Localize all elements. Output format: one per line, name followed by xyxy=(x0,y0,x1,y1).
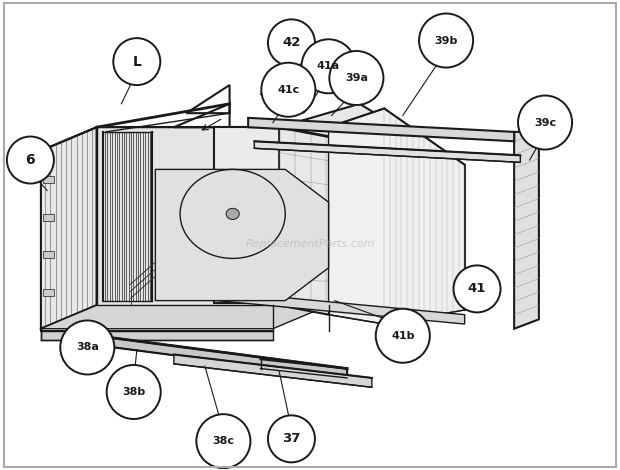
Text: 41a: 41a xyxy=(317,61,340,71)
Polygon shape xyxy=(217,291,464,324)
Polygon shape xyxy=(156,169,329,301)
Text: 39a: 39a xyxy=(345,73,368,83)
Polygon shape xyxy=(41,306,329,329)
Ellipse shape xyxy=(226,208,239,219)
Text: L: L xyxy=(132,55,141,69)
Ellipse shape xyxy=(419,14,473,68)
Bar xyxy=(43,251,54,258)
Text: 39b: 39b xyxy=(435,36,458,46)
Ellipse shape xyxy=(197,414,250,468)
Polygon shape xyxy=(514,132,539,329)
Polygon shape xyxy=(279,104,452,314)
Polygon shape xyxy=(248,118,514,141)
Text: 37: 37 xyxy=(282,432,301,446)
Ellipse shape xyxy=(329,51,383,105)
Ellipse shape xyxy=(301,39,356,94)
Polygon shape xyxy=(41,331,273,340)
Text: 38b: 38b xyxy=(122,387,145,397)
Bar xyxy=(43,176,54,183)
Text: 38c: 38c xyxy=(213,436,234,446)
Text: 39c: 39c xyxy=(534,118,556,127)
Text: 38a: 38a xyxy=(76,343,99,352)
Polygon shape xyxy=(174,354,372,387)
Text: 41b: 41b xyxy=(391,331,415,341)
Polygon shape xyxy=(329,109,464,324)
Ellipse shape xyxy=(7,136,54,183)
Polygon shape xyxy=(97,127,329,306)
Ellipse shape xyxy=(261,63,316,117)
Polygon shape xyxy=(214,127,329,303)
Polygon shape xyxy=(254,141,520,162)
Polygon shape xyxy=(217,169,285,258)
Ellipse shape xyxy=(107,365,161,419)
Ellipse shape xyxy=(518,95,572,149)
Text: 6: 6 xyxy=(25,153,35,167)
Ellipse shape xyxy=(268,415,315,462)
Ellipse shape xyxy=(453,266,500,313)
Text: 41: 41 xyxy=(468,282,486,295)
Polygon shape xyxy=(97,336,347,378)
Text: 42: 42 xyxy=(282,36,301,49)
Text: 41c: 41c xyxy=(277,85,299,95)
Ellipse shape xyxy=(113,38,161,85)
Bar xyxy=(43,214,54,221)
Polygon shape xyxy=(41,127,97,329)
Ellipse shape xyxy=(376,309,430,363)
Bar xyxy=(43,289,54,296)
Ellipse shape xyxy=(60,321,114,375)
Ellipse shape xyxy=(268,19,315,66)
Text: ReplacementParts.com: ReplacementParts.com xyxy=(246,239,374,250)
